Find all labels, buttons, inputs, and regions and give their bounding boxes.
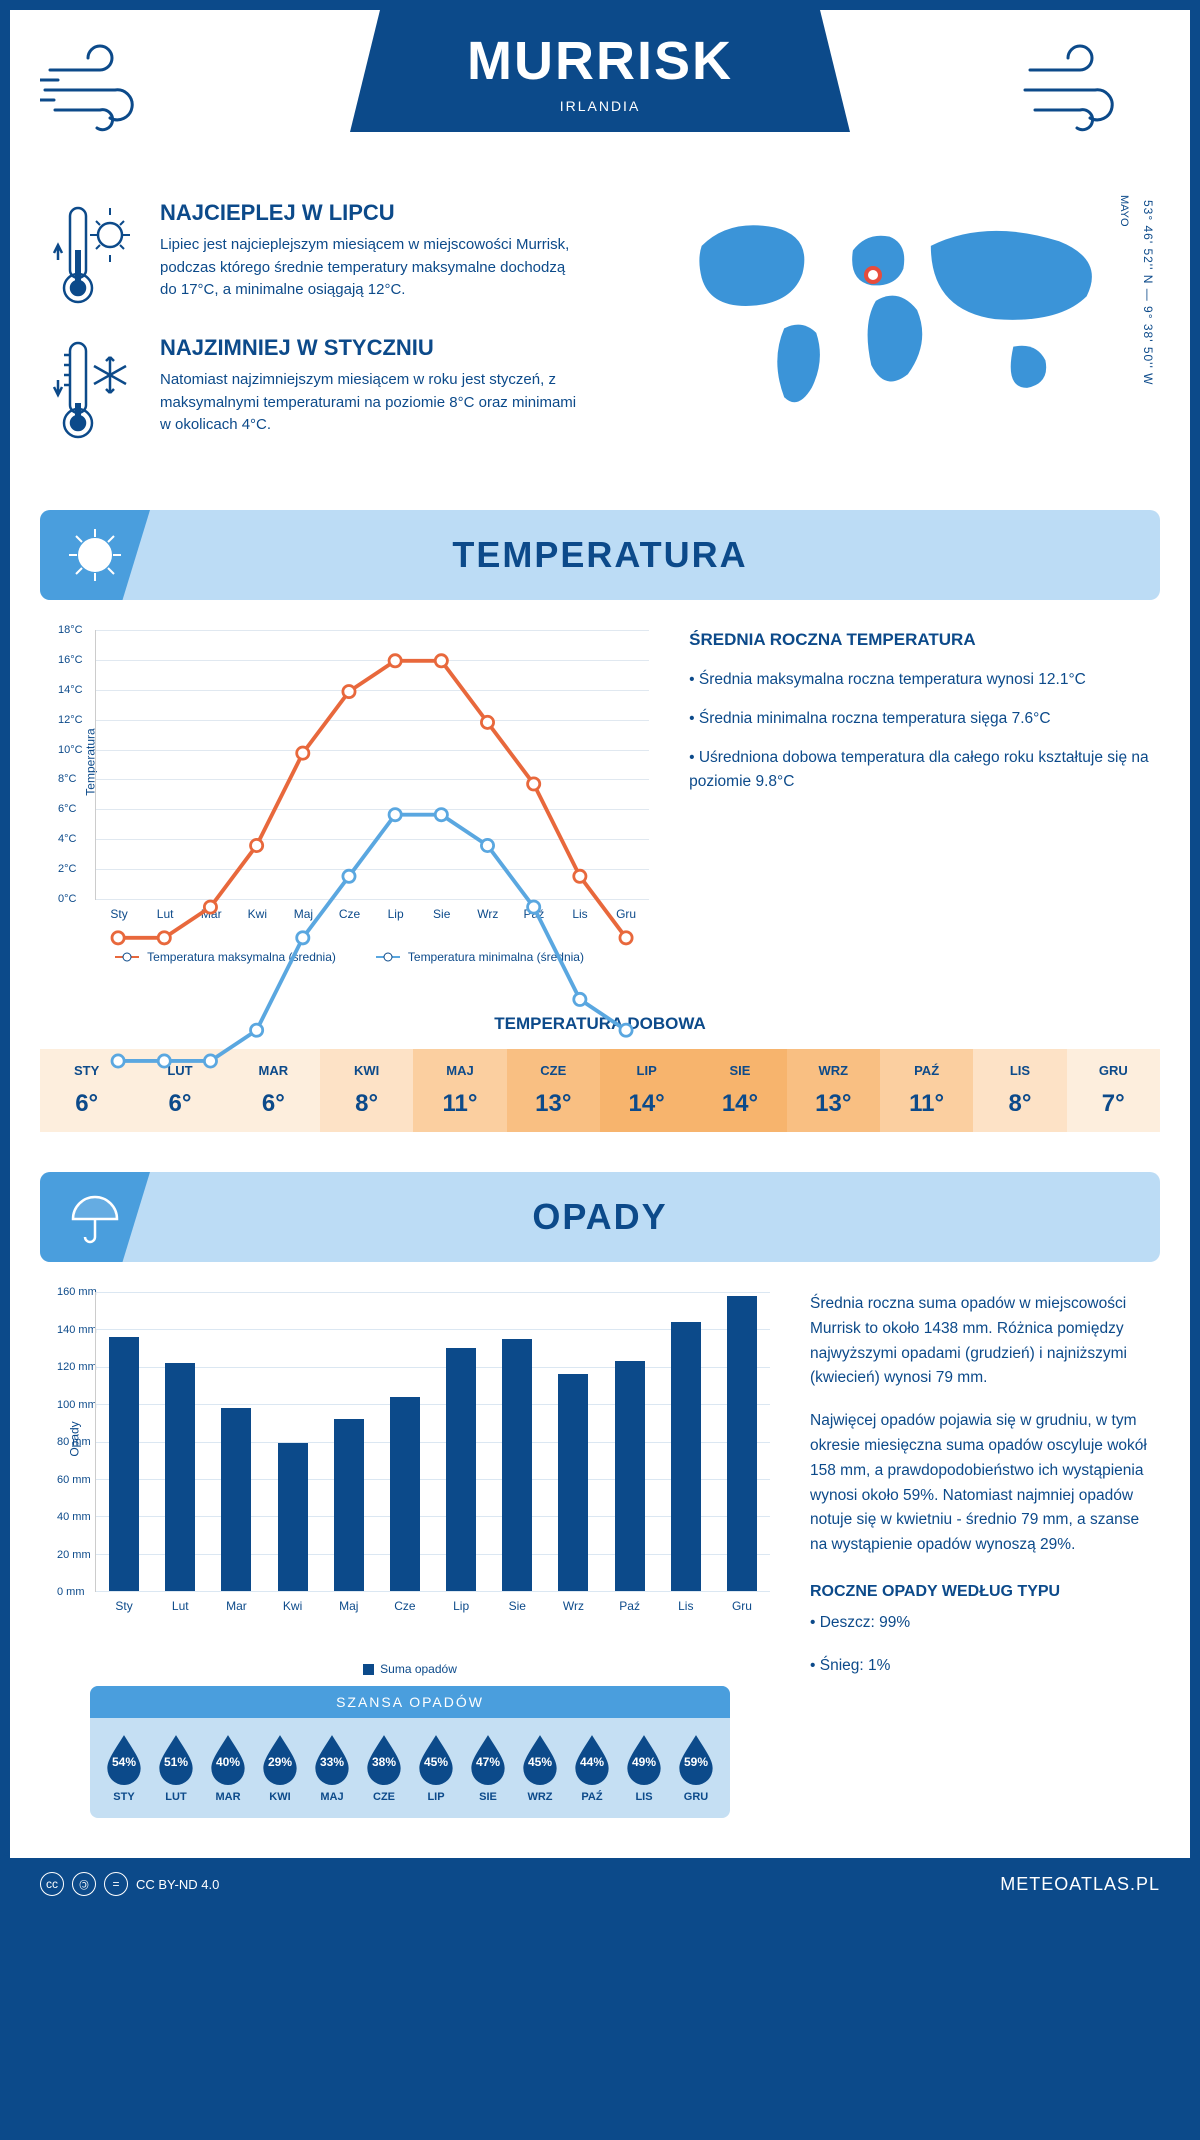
chance-drop: 44%PAŹ <box>566 1733 618 1803</box>
precip-bar <box>502 1339 532 1591</box>
daily-temp-cell: GRU7° <box>1067 1049 1160 1132</box>
summary-text: Najwięcej opadów pojawia się w grudniu, … <box>810 1409 1150 1558</box>
nd-icon: = <box>104 1872 128 1896</box>
chance-drop: 45%WRZ <box>514 1733 566 1803</box>
summary-bullet: • Średnia minimalna roczna temperatura s… <box>689 707 1150 732</box>
chance-drop: 47%SIE <box>462 1733 514 1803</box>
daily-temp-cell: WRZ13° <box>787 1049 880 1132</box>
location-title: MURRISK <box>430 30 770 92</box>
fact-text: Natomiast najzimniejszym miesiącem w rok… <box>160 369 580 437</box>
daily-temp-cell: PAŹ11° <box>880 1049 973 1132</box>
precipitation-summary: Średnia roczna suma opadów w miejscowośc… <box>810 1292 1150 1818</box>
precip-type-bullet: • Deszcz: 99% <box>810 1611 1150 1636</box>
coldest-fact: NAJZIMNIEJ W STYCZNIU Natomiast najzimni… <box>50 335 580 445</box>
thermometer-hot-icon <box>50 200 140 310</box>
wind-icon <box>1020 40 1160 140</box>
daily-temp-cell: LIS8° <box>973 1049 1066 1132</box>
site-name: METEOATLAS.PL <box>1000 1874 1160 1895</box>
temperature-section-header: TEMPERATURA <box>40 510 1160 600</box>
footer: cc 🄯 = CC BY-ND 4.0 METEOATLAS.PL <box>10 1858 1190 1910</box>
chance-drop: 49%LIS <box>618 1733 670 1803</box>
chance-drop: 51%LUT <box>150 1733 202 1803</box>
hottest-fact: NAJCIEPLEJ W LIPCU Lipiec jest najcieple… <box>50 200 580 310</box>
precipitation-section-header: OPADY <box>40 1172 1160 1262</box>
intro-section: NAJCIEPLEJ W LIPCU Lipiec jest najcieple… <box>10 170 1190 490</box>
chart-legend: Suma opadów <box>50 1662 770 1676</box>
section-title: TEMPERATURA <box>150 534 1050 576</box>
header: MURRISK IRLANDIA <box>10 10 1190 170</box>
fact-text: Lipiec jest najcieplejszym miesiącem w m… <box>160 234 580 302</box>
sun-icon <box>40 510 150 600</box>
precip-bar <box>446 1348 476 1591</box>
precip-bar <box>558 1374 588 1591</box>
chance-drop: 29%KWI <box>254 1733 306 1803</box>
precip-bar <box>671 1322 701 1591</box>
wind-icon <box>40 40 180 140</box>
precip-bar <box>221 1408 251 1591</box>
summary-title: ŚREDNIA ROCZNA TEMPERATURA <box>689 630 1150 650</box>
title-banner: MURRISK IRLANDIA <box>350 10 850 132</box>
precipitation-bar-chart: Opady 0 mm20 mm40 mm60 mm80 mm100 mm120 … <box>95 1292 770 1632</box>
location-marker-icon <box>864 266 882 284</box>
precip-type-bullet: • Śnieg: 1% <box>810 1654 1150 1679</box>
summary-bullet: • Średnia maksymalna roczna temperatura … <box>689 668 1150 693</box>
precip-bar <box>727 1296 757 1591</box>
fact-title: NAJZIMNIEJ W STYCZNIU <box>160 335 580 361</box>
umbrella-icon <box>40 1172 150 1262</box>
precip-bar <box>334 1419 364 1591</box>
chance-drop: 45%LIP <box>410 1733 462 1803</box>
precipitation-chance-table: SZANSA OPADÓW 54%STY51%LUT40%MAR29%KWI33… <box>90 1686 730 1818</box>
summary-bullet: • Uśredniona dobowa temperatura dla całe… <box>689 746 1150 796</box>
license-text: CC BY-ND 4.0 <box>136 1877 219 1892</box>
chance-title: SZANSA OPADÓW <box>90 1686 730 1718</box>
thermometer-cold-icon <box>50 335 140 445</box>
fact-title: NAJCIEPLEJ W LIPCU <box>160 200 580 226</box>
temperature-line-chart: Temperatura 0°C2°C4°C6°C8°C10°C12°C14°C1… <box>50 630 649 964</box>
precip-bar <box>165 1363 195 1591</box>
precip-type-title: ROCZNE OPADY WEDŁUG TYPU <box>810 1583 1150 1601</box>
daily-temp-cell: SIE14° <box>693 1049 786 1132</box>
chance-drop: 38%CZE <box>358 1733 410 1803</box>
summary-text: Średnia roczna suma opadów w miejscowośc… <box>810 1292 1150 1391</box>
country-label: IRLANDIA <box>430 98 770 114</box>
cc-icon: cc <box>40 1872 64 1896</box>
license-block: cc 🄯 = CC BY-ND 4.0 <box>40 1872 219 1896</box>
precip-bar <box>278 1443 308 1591</box>
chance-drop: 40%MAR <box>202 1733 254 1803</box>
by-icon: 🄯 <box>72 1872 96 1896</box>
precip-bar <box>109 1337 139 1591</box>
world-map <box>620 200 1150 420</box>
chance-drop: 54%STY <box>98 1733 150 1803</box>
precip-bar <box>390 1397 420 1591</box>
section-title: OPADY <box>150 1196 1050 1238</box>
temperature-summary: ŚREDNIA ROCZNA TEMPERATURA • Średnia mak… <box>689 630 1150 964</box>
precip-bar <box>615 1361 645 1591</box>
infographic-page: MURRISK IRLANDIA NAJCIEPLEJ W LIPCU Lipi… <box>0 0 1200 1920</box>
chance-drop: 59%GRU <box>670 1733 722 1803</box>
chance-drop: 33%MAJ <box>306 1733 358 1803</box>
